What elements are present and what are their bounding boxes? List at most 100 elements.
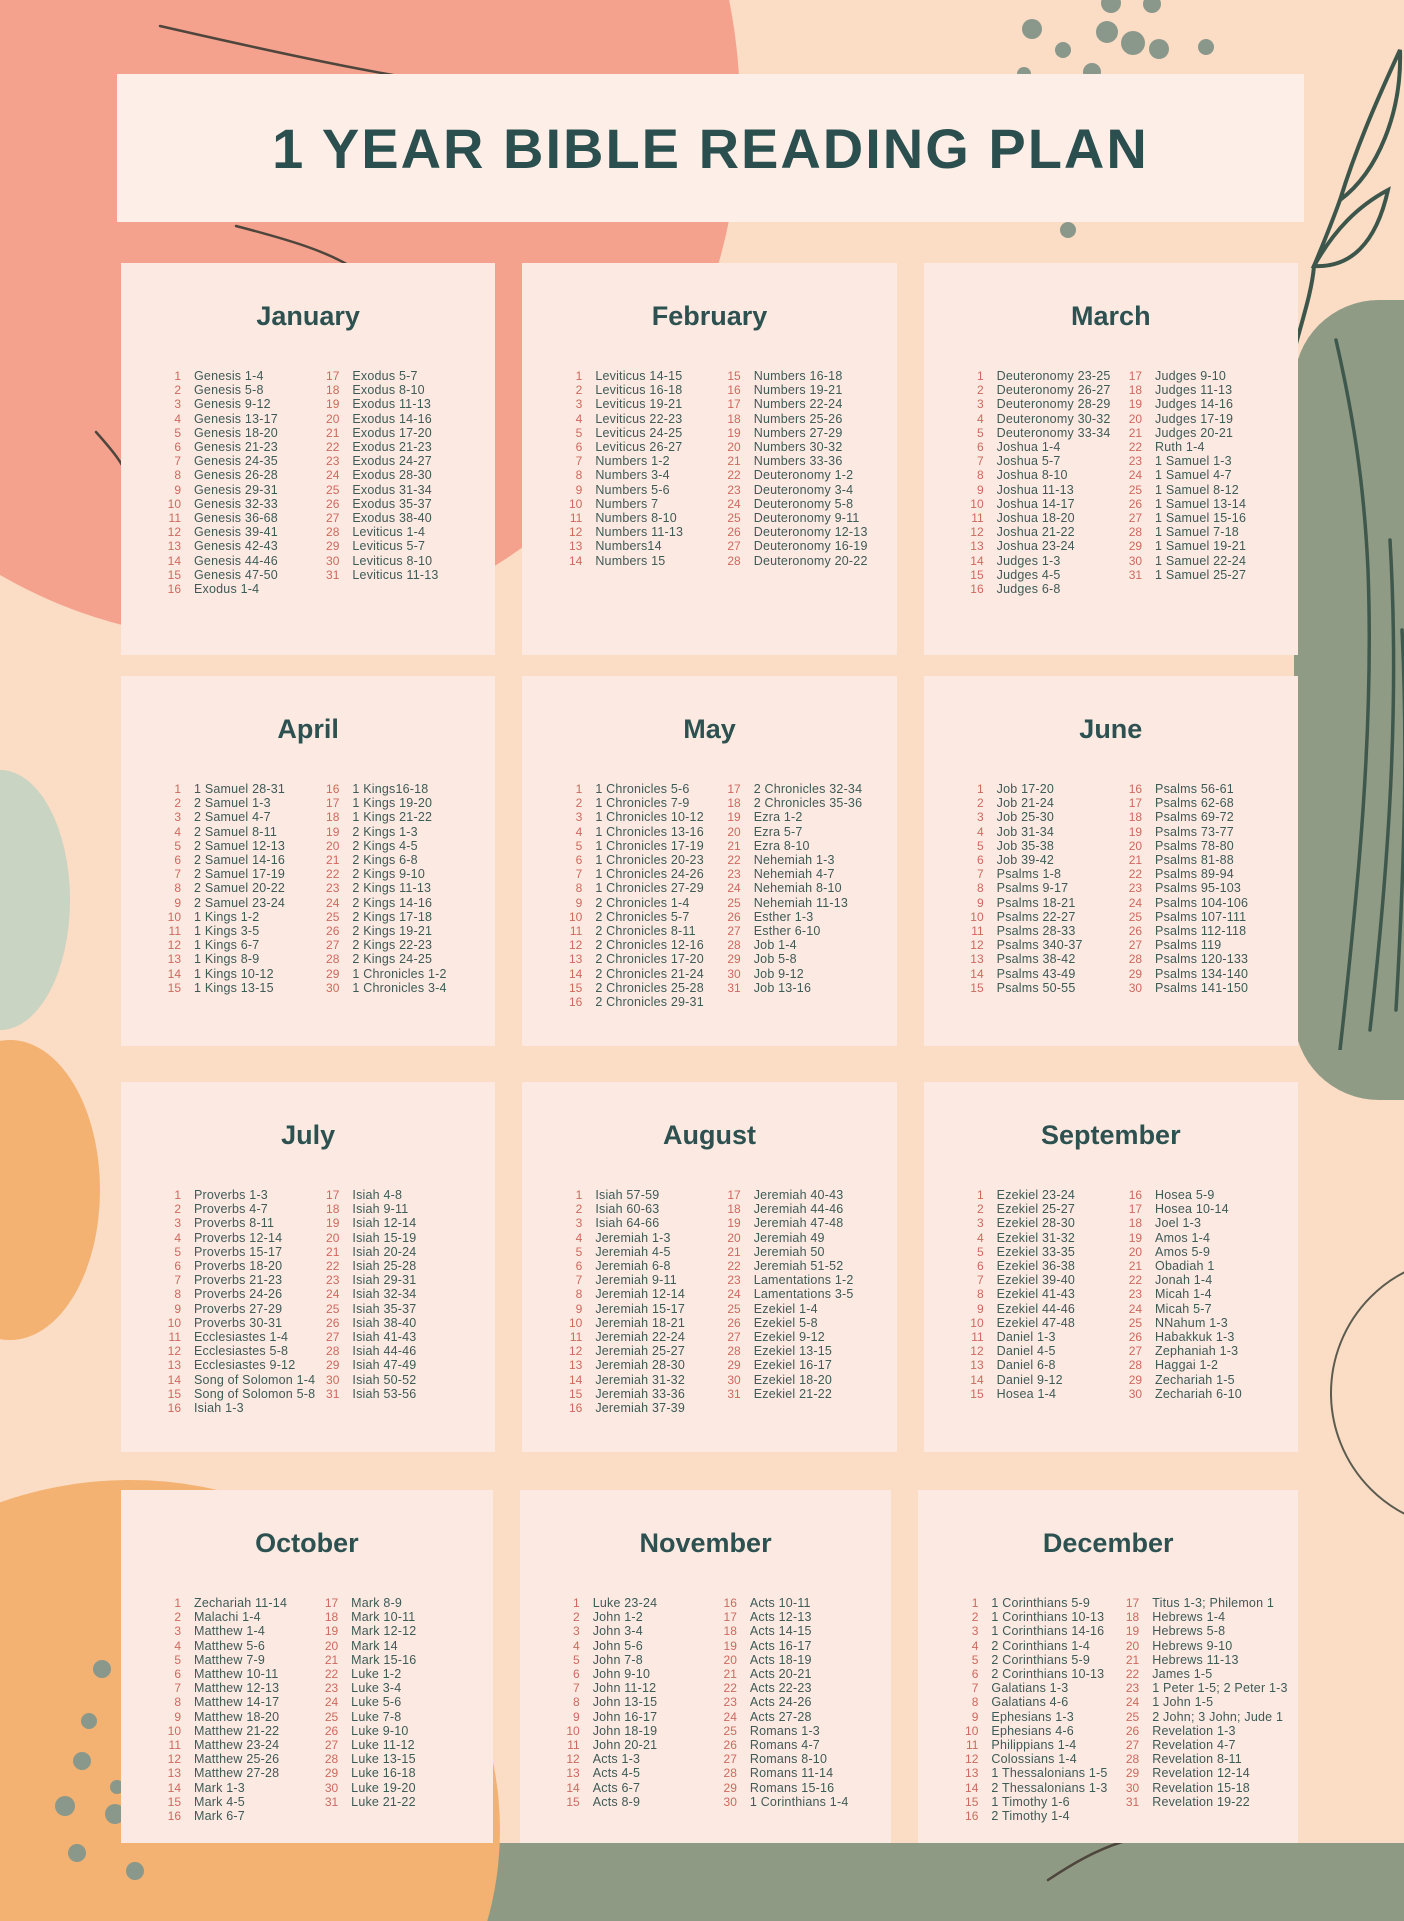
day-number: 10 [568, 496, 583, 511]
reading-text: 1 Chronicles 27-29 [595, 881, 704, 896]
day-number: 28 [727, 1344, 741, 1359]
reading-entry: 23 Isiah 29-31 [303, 1273, 489, 1287]
reading-entry: 31 Luke 21-22 [302, 1795, 487, 1809]
reading-text: Song of Solomon 5-8 [194, 1386, 316, 1401]
reading-entry: 22 Nehemiah 1-3 [705, 853, 891, 867]
reading-text: 1 Chronicles 7-9 [595, 796, 690, 811]
day-number: 23 [326, 1273, 340, 1288]
reading-entry: 24 Nehemiah 8-10 [705, 881, 891, 895]
day-number: 9 [174, 1301, 181, 1316]
day-number: 4 [174, 411, 181, 426]
readings-columns: 1 Isiah 57-59 2 Isiah 60-63 3 Isiah 64-66 4 Jer… [522, 1188, 896, 1415]
reading-text: 2 Kings 14-16 [352, 895, 433, 910]
reading-text: 2 Chronicles 21-24 [595, 966, 704, 981]
day-number: 29 [727, 1358, 741, 1373]
reading-entry: 28 2 Kings 24-25 [303, 952, 489, 966]
day-number: 7 [976, 454, 984, 469]
reading-entry: 16 Mark 6-7 [145, 1809, 302, 1823]
reading-text: Psalms 69-72 [1155, 810, 1234, 825]
day-number: 8 [174, 881, 181, 896]
day-number: 19 [723, 1638, 737, 1653]
reading-text: Judges 17-19 [1155, 411, 1234, 426]
reading-text: Isiah 57-59 [595, 1188, 660, 1202]
day-number: 9 [575, 895, 583, 910]
reading-text: Jonah 1-4 [1155, 1273, 1213, 1288]
reading-text: Ephesians 4-6 [991, 1723, 1074, 1738]
day-number: 30 [326, 553, 340, 568]
day-number: 13 [167, 1358, 181, 1373]
day-number: 4 [575, 1230, 583, 1245]
reading-text: Psalms 134-140 [1155, 966, 1249, 981]
reading-text: Revelation 8-11 [1152, 1752, 1242, 1767]
reading-text: 1 Peter 1-5; 2 Peter 1-3 [1152, 1681, 1288, 1696]
reading-text: 2 Kings 1-3 [352, 824, 418, 839]
day-number: 8 [174, 468, 181, 483]
day-number: 20 [1125, 1638, 1140, 1653]
day-number: 24 [324, 1695, 339, 1710]
reading-entry: 2 Malachi 1-4 [145, 1610, 302, 1624]
reading-entry: 3 1 Chronicles 10-12 [546, 810, 704, 824]
day-number: 10 [970, 909, 984, 924]
reading-text: 2 Chronicles 32-34 [753, 782, 863, 796]
readings-columns: 1 1 Samuel 28-31 2 2 Samuel 1-3 3 2 Samuel 4-… [121, 782, 495, 995]
reading-entry: 16 1 Kings16-18 [303, 782, 489, 796]
day-number: 16 [167, 582, 181, 597]
reading-text: Jeremiah 44-46 [753, 1202, 844, 1217]
day-number: 28 [727, 553, 741, 568]
reading-text: Proverbs 27-29 [194, 1301, 283, 1316]
reading-text: Galatians 4-6 [991, 1695, 1069, 1710]
day-number: 24 [1125, 1695, 1140, 1710]
day-number: 31 [727, 1386, 741, 1401]
reading-entry: 10 2 Chronicles 5-7 [546, 910, 704, 924]
readings-columns: 1 Deuteronomy 23-25 2 Deuteronomy 26-27 3 Deu… [924, 369, 1298, 596]
day-number: 29 [727, 952, 741, 967]
day-number: 24 [1128, 468, 1143, 483]
day-number: 5 [976, 425, 984, 440]
day-number: 18 [1128, 1216, 1143, 1231]
reading-text: 2 Samuel 8-11 [194, 824, 277, 839]
reading-text: 2 Kings 11-13 [352, 881, 432, 896]
reading-entry: 29 Romans 15-16 [701, 1781, 886, 1795]
day-number: 2 [174, 1202, 181, 1217]
readings-column-left: 1 Zechariah 11-14 2 Malachi 1-4 3 Matthew 1-4… [145, 1596, 302, 1823]
day-number: 22 [1128, 1273, 1143, 1288]
day-number: 4 [976, 411, 984, 426]
reading-entry: 12 Daniel 4-5 [948, 1344, 1106, 1358]
day-number: 19 [324, 1624, 339, 1639]
reading-text: Jeremiah 18-21 [595, 1315, 685, 1330]
title-banner: 1 YEAR BIBLE READING PLAN [117, 74, 1304, 222]
reading-entry: 28 Isiah 44-46 [303, 1344, 489, 1358]
reading-text: 1 Kings 21-22 [352, 810, 433, 825]
reading-text: James 1-5 [1152, 1667, 1213, 1682]
day-number: 4 [575, 411, 583, 426]
reading-entry: 15 Jeremiah 33-36 [546, 1387, 704, 1401]
day-number: 7 [976, 867, 984, 882]
month-title: July [281, 1120, 336, 1150]
day-number: 9 [971, 1709, 979, 1724]
reading-entry: 14 2 Chronicles 21-24 [546, 967, 704, 981]
reading-entry: 19 Isiah 12-14 [303, 1216, 489, 1230]
reading-text: Micah 5-7 [1155, 1301, 1212, 1316]
reading-entry: 15 Numbers 16-18 [705, 369, 891, 383]
reading-entry: 24 Isiah 32-34 [303, 1287, 489, 1301]
reading-text: Matthew 5-6 [194, 1638, 265, 1653]
reading-text: Hosea 5-9 [1155, 1188, 1215, 1202]
reading-entry: 12 Ecclesiastes 5-8 [145, 1344, 303, 1358]
reading-entry: 18 Isiah 9-11 [303, 1202, 489, 1216]
reading-entry: 24 1 John 1-5 [1103, 1695, 1292, 1709]
day-number: 30 [326, 1372, 340, 1387]
reading-text: Psalms 340-37 [996, 938, 1083, 953]
reading-text: Judges 6-8 [996, 582, 1061, 597]
reading-text: Ezekiel 13-15 [753, 1344, 833, 1359]
reading-entry: 28 Job 1-4 [705, 938, 891, 952]
reading-text: Joel 1-3 [1155, 1216, 1202, 1231]
reading-entry: 15 Mark 4-5 [145, 1795, 302, 1809]
olive-side-band [1294, 300, 1404, 1100]
day-number: 26 [727, 1315, 741, 1330]
reading-text: Acts 10-11 [749, 1596, 811, 1610]
reading-text: 2 Samuel 1-3 [194, 796, 271, 811]
day-number: 9 [976, 1301, 984, 1316]
day-number: 28 [727, 938, 741, 953]
reading-text: 2 Chronicles 17-20 [595, 952, 704, 967]
reading-entry: 8 John 13-15 [544, 1695, 701, 1709]
